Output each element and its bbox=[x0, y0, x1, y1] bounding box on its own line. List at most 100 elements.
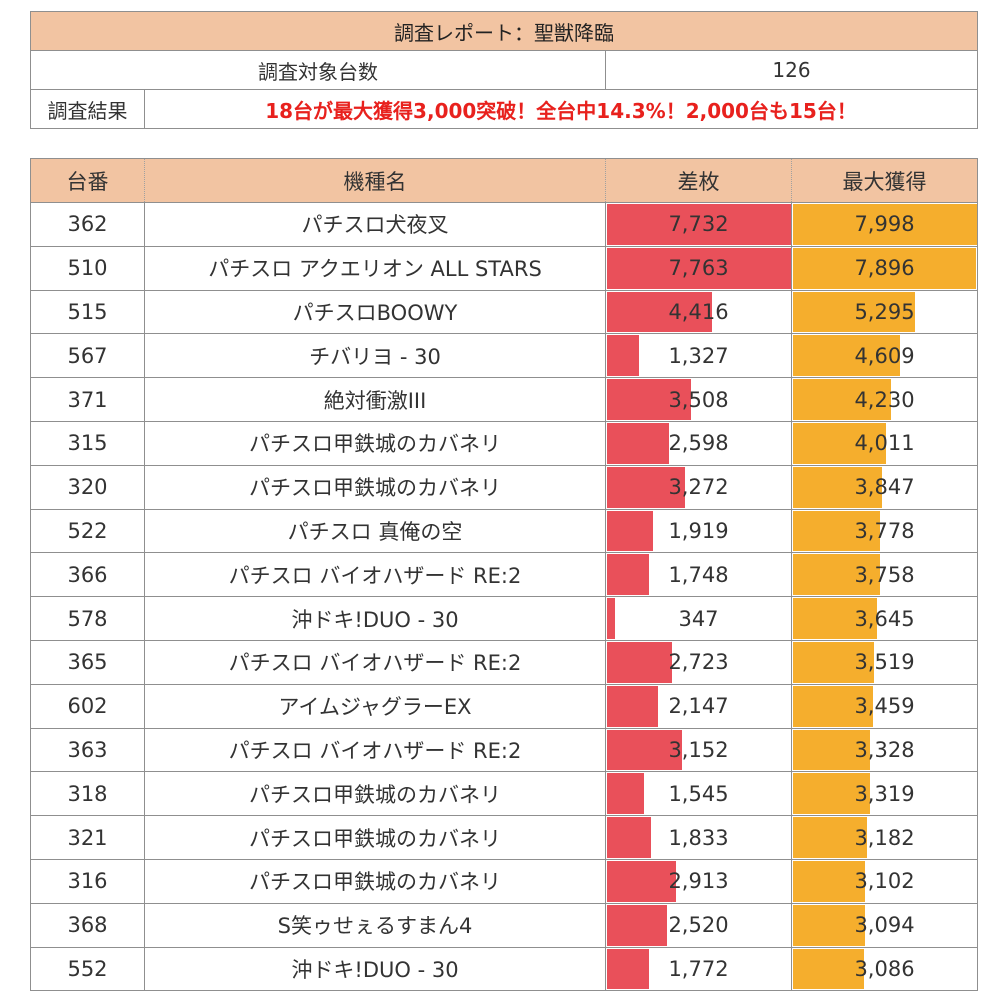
max-gain-cell: 3,758 bbox=[791, 552, 978, 598]
max-gain-cell: 4,230 bbox=[791, 377, 978, 422]
max-gain-bar bbox=[793, 247, 976, 289]
machine-name: パチスロ バイオハザード RE:2 bbox=[144, 728, 606, 773]
max-gain-value: 3,182 bbox=[854, 825, 915, 850]
header-machine-number: 台番 bbox=[30, 158, 145, 203]
machine-name: 沖ドキ!DUO - 30 bbox=[144, 596, 606, 641]
table-row: 365 パチスロ バイオハザード RE:2 2,723 3,519 bbox=[30, 640, 978, 685]
max-gain-cell: 7,896 bbox=[791, 246, 978, 291]
machine-number: 320 bbox=[30, 465, 145, 510]
difference-cell: 1,919 bbox=[605, 509, 792, 554]
max-gain-bar bbox=[793, 860, 865, 902]
machine-name: パチスロ犬夜叉 bbox=[144, 202, 606, 247]
max-gain-value: 3,328 bbox=[854, 737, 915, 762]
table-row: 552 沖ドキ!DUO - 30 1,772 3,086 bbox=[30, 947, 978, 992]
max-gain-bar bbox=[793, 335, 900, 377]
machine-number: 316 bbox=[30, 859, 145, 904]
header-machine-name: 機種名 bbox=[144, 158, 606, 203]
machine-number: 315 bbox=[30, 421, 145, 466]
table-row: 602 アイムジャグラーEX 2,147 3,459 bbox=[30, 684, 978, 729]
difference-value: 1,545 bbox=[668, 781, 729, 806]
max-gain-cell: 3,328 bbox=[791, 728, 978, 773]
difference-bar bbox=[607, 247, 791, 289]
difference-cell: 7,732 bbox=[605, 202, 792, 247]
max-gain-value: 3,094 bbox=[854, 913, 915, 938]
machine-number: 578 bbox=[30, 596, 145, 641]
table-row: 567 チバリヨ - 30 1,327 4,609 bbox=[30, 333, 978, 379]
difference-value: 7,763 bbox=[668, 256, 729, 281]
machine-name: S笑ゥせぇるすまん4 bbox=[144, 903, 606, 948]
table-header-row: 台番 機種名 差枚 最大獲得 bbox=[30, 158, 978, 203]
difference-value: 7,732 bbox=[668, 212, 729, 237]
max-gain-cell: 3,519 bbox=[791, 640, 978, 685]
max-gain-cell: 4,011 bbox=[791, 421, 978, 466]
difference-value: 2,723 bbox=[668, 650, 729, 675]
max-gain-bar bbox=[793, 773, 870, 815]
difference-cell: 1,327 bbox=[605, 333, 792, 379]
max-gain-value: 4,609 bbox=[854, 343, 915, 368]
difference-value: 2,913 bbox=[668, 869, 729, 894]
difference-bar bbox=[607, 641, 672, 683]
max-gain-cell: 3,319 bbox=[791, 771, 978, 817]
difference-cell: 347 bbox=[605, 596, 792, 641]
table-row: 321 パチスロ甲鉄城のカバネリ 1,833 3,182 bbox=[30, 815, 978, 860]
max-gain-value: 3,519 bbox=[854, 650, 915, 675]
difference-value: 1,327 bbox=[668, 343, 729, 368]
difference-bar bbox=[607, 379, 691, 420]
difference-bar bbox=[607, 204, 791, 245]
report-title: 調査レポート：聖獣降臨 bbox=[29, 11, 979, 51]
machine-name: 沖ドキ!DUO - 30 bbox=[144, 947, 606, 992]
max-gain-bar bbox=[793, 948, 865, 990]
max-gain-bar bbox=[793, 554, 880, 596]
machine-name: パチスロ アクエリオン ALL STARS bbox=[144, 246, 606, 291]
max-gain-value: 4,230 bbox=[854, 387, 915, 412]
max-gain-bar bbox=[793, 379, 891, 420]
difference-bar bbox=[607, 554, 649, 596]
difference-value: 3,508 bbox=[668, 387, 729, 412]
max-gain-bar bbox=[793, 291, 916, 333]
result-label: 調査結果 bbox=[30, 89, 145, 129]
difference-cell: 3,508 bbox=[605, 377, 792, 422]
machine-name: パチスロBOOWY bbox=[144, 290, 606, 335]
max-gain-value: 3,102 bbox=[854, 869, 915, 894]
table-row: 371 絶対衝激III 3,508 4,230 bbox=[30, 377, 978, 422]
max-gain-cell: 3,847 bbox=[791, 465, 978, 510]
max-gain-cell: 3,102 bbox=[791, 859, 978, 904]
difference-value: 3,152 bbox=[668, 737, 729, 762]
max-gain-cell: 7,998 bbox=[791, 202, 978, 247]
max-gain-bar bbox=[793, 729, 870, 771]
max-gain-cell: 4,609 bbox=[791, 333, 978, 379]
table-row: 315 パチスロ甲鉄城のカバネリ 2,598 4,011 bbox=[30, 421, 978, 466]
difference-value: 1,833 bbox=[668, 825, 729, 850]
results-table: 台番 機種名 差枚 最大獲得 362 パチスロ犬夜叉 7,732 7,998 510 パチ… bbox=[30, 158, 978, 992]
difference-value: 3,272 bbox=[668, 475, 729, 500]
max-gain-bar bbox=[793, 204, 977, 245]
machine-number: 318 bbox=[30, 771, 145, 817]
machine-number: 363 bbox=[30, 728, 145, 773]
machine-name: アイムジャグラーEX bbox=[144, 684, 606, 729]
difference-bar bbox=[607, 685, 659, 727]
max-gain-value: 3,319 bbox=[854, 781, 915, 806]
machine-number: 368 bbox=[30, 903, 145, 948]
machine-name: パチスロ バイオハザード RE:2 bbox=[144, 640, 606, 685]
difference-value: 2,520 bbox=[668, 913, 729, 938]
difference-cell: 2,913 bbox=[605, 859, 792, 904]
max-gain-bar bbox=[793, 466, 882, 508]
machine-name: チバリヨ - 30 bbox=[144, 333, 606, 379]
max-gain-bar bbox=[793, 510, 881, 552]
table-row: 366 パチスロ バイオハザード RE:2 1,748 3,758 bbox=[30, 552, 978, 598]
difference-cell: 2,147 bbox=[605, 684, 792, 729]
difference-value: 1,919 bbox=[668, 518, 729, 543]
max-gain-value: 3,645 bbox=[854, 606, 915, 631]
machine-name: パチスロ 真俺の空 bbox=[144, 509, 606, 554]
difference-cell: 1,545 bbox=[605, 771, 792, 817]
table-row: 578 沖ドキ!DUO - 30 347 3,645 bbox=[30, 596, 978, 641]
machine-number: 365 bbox=[30, 640, 145, 685]
difference-bar bbox=[607, 817, 651, 858]
table-row: 510 パチスロ アクエリオン ALL STARS 7,763 7,896 bbox=[30, 246, 978, 291]
max-gain-value: 3,847 bbox=[854, 475, 915, 500]
max-gain-bar bbox=[793, 422, 886, 464]
machine-number: 510 bbox=[30, 246, 145, 291]
max-gain-bar bbox=[793, 685, 873, 727]
header-max-gain: 最大獲得 bbox=[791, 158, 978, 203]
table-row: 363 パチスロ バイオハザード RE:2 3,152 3,328 bbox=[30, 728, 978, 773]
